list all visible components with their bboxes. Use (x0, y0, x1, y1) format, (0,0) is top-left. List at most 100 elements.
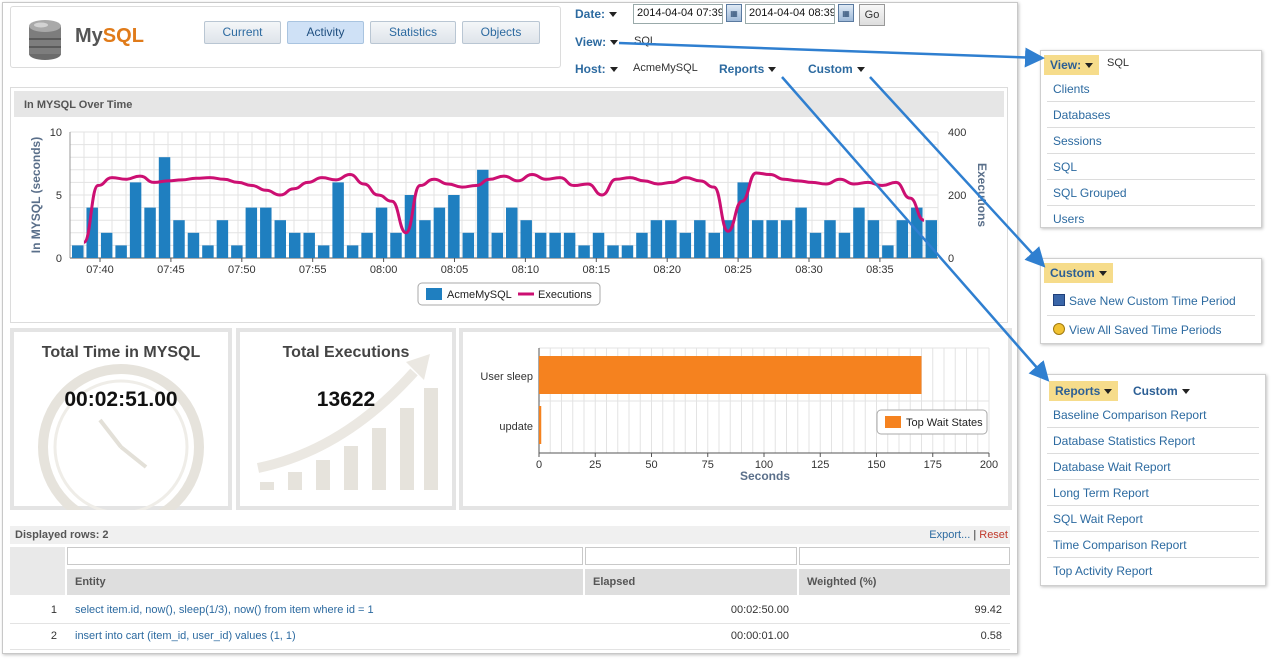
chevron-down-icon (1104, 389, 1113, 395)
menu-item-top-activity-report[interactable]: Top Activity Report (1053, 564, 1153, 578)
bar (621, 245, 634, 258)
y-tick-label: 0 (56, 253, 62, 265)
column-header-entity[interactable]: Entity (67, 569, 583, 595)
host-value: AcmeMySQL (633, 62, 698, 74)
view-menu: View: SQL Clients Databases Sessions SQL… (1040, 50, 1262, 228)
menu-item-database-statistics-report[interactable]: Database Statistics Report (1047, 428, 1259, 454)
bar (173, 220, 185, 258)
entity-link[interactable]: select item.id, now(), sleep(1/3), now()… (75, 604, 374, 616)
bar (317, 245, 330, 258)
grid-links: Export... | Reset (929, 529, 1008, 541)
total-executions-value: 13622 (316, 388, 376, 411)
entity-link[interactable]: insert into cart (item_id, user_id) valu… (75, 630, 296, 642)
menu-item-sql-wait-report[interactable]: SQL Wait Report (1047, 506, 1259, 532)
bar (72, 245, 84, 258)
calendar-icon[interactable]: ▦ (726, 4, 742, 22)
date-from-input[interactable]: 2014-04-04 07:39 (633, 4, 723, 24)
custom-dropdown[interactable]: Custom (808, 62, 865, 76)
bar (766, 220, 778, 258)
y-axis-label: In MYSQL (seconds) (29, 137, 43, 253)
chevron-down-icon (1181, 389, 1190, 395)
bar (506, 207, 518, 258)
menu-item-sql[interactable]: SQL (1047, 154, 1255, 180)
date-dropdown[interactable]: Date: (575, 7, 618, 21)
menu-item-save-custom-period[interactable]: Save New Custom Time Period (1047, 288, 1255, 316)
menu-item-time-comparison-report[interactable]: Time Comparison Report (1047, 532, 1259, 558)
elapsed-value: 00:02:50.00 (730, 604, 789, 616)
weighted-filter-input[interactable] (799, 547, 1010, 565)
bar (578, 245, 590, 258)
menu-item-users[interactable]: Users (1053, 212, 1085, 226)
x-tick-label: 200 (980, 459, 998, 471)
y-tick-label: 5 (56, 190, 62, 202)
menu-item-clients[interactable]: Clients (1047, 76, 1255, 102)
chevron-down-icon (1085, 63, 1094, 69)
legend-box (876, 409, 988, 435)
menu-item-databases[interactable]: Databases (1047, 102, 1255, 128)
elapsed-filter-input[interactable] (585, 547, 797, 565)
menu-item-database-wait-report[interactable]: Database Wait Report (1047, 454, 1259, 480)
bar (694, 220, 706, 258)
x-tick-label: 07:45 (157, 264, 185, 276)
category-label: User sleep (480, 371, 533, 383)
bar (491, 232, 503, 258)
reports-menu-tab[interactable]: Reports (1049, 381, 1119, 401)
menu-item-view-saved-periods[interactable]: View All Saved Time Periods (1047, 317, 1255, 345)
menu-item-long-term-report[interactable]: Long Term Report (1047, 480, 1259, 506)
tab-current[interactable]: Current (204, 21, 281, 44)
export-link[interactable]: Export... (929, 529, 971, 541)
calendar-icon[interactable]: ▦ (838, 4, 854, 22)
bar (129, 182, 142, 258)
row-number: 1 (50, 604, 57, 616)
date-to-input[interactable]: 2014-04-04 08:39 (745, 4, 835, 24)
bar (375, 207, 388, 258)
view-menu-tab[interactable]: View: (1044, 55, 1100, 75)
bar (896, 220, 909, 258)
legend-swatch (885, 416, 901, 428)
go-button[interactable]: Go (859, 4, 885, 26)
y2-tick-label: 400 (948, 127, 966, 139)
bar (636, 232, 648, 258)
chevron-down-icon (609, 67, 618, 73)
tab-objects[interactable]: Objects (462, 21, 540, 44)
wait-bar (539, 406, 542, 444)
bar (231, 245, 243, 258)
bar (115, 245, 127, 258)
reports-dropdown[interactable]: Reports (719, 62, 777, 76)
x-tick-label: 08:05 (441, 264, 469, 276)
bar (679, 232, 692, 258)
x-tick-label: 100 (755, 459, 773, 471)
bar (260, 207, 272, 258)
legend-box (417, 282, 601, 306)
history-icon (1053, 323, 1065, 335)
x-tick-label: 07:40 (86, 264, 114, 276)
bar (245, 207, 258, 258)
custom-menu-tab-secondary[interactable]: Custom (1133, 384, 1190, 398)
bar (158, 157, 171, 258)
elapsed-value: 00:00:01.00 (730, 630, 789, 642)
chevron-down-icon (610, 40, 619, 46)
bar (824, 220, 836, 258)
menu-item-sql-grouped[interactable]: SQL Grouped (1047, 180, 1255, 206)
legend-swatch (426, 288, 442, 300)
x-tick-label: 08:15 (583, 264, 611, 276)
view-dropdown[interactable]: View: (575, 35, 619, 49)
logo: MySQL (75, 25, 144, 47)
column-header-elapsed[interactable]: Elapsed (585, 569, 797, 595)
bar (100, 232, 113, 258)
y2-tick-label: 0 (948, 253, 954, 265)
menu-item-baseline-comparison-report[interactable]: Baseline Comparison Report (1047, 402, 1259, 428)
x-tick-label: 08:20 (653, 264, 681, 276)
entity-filter-input[interactable] (67, 547, 583, 565)
host-dropdown[interactable]: Host: (575, 62, 618, 76)
custom-menu-tab[interactable]: Custom (1044, 263, 1113, 283)
total-executions-title: Total Executions (282, 344, 410, 361)
growth-chart-icon (256, 354, 438, 490)
reset-link[interactable]: Reset (979, 529, 1008, 541)
column-header-weighted[interactable]: Weighted (%) (799, 569, 1010, 595)
menu-item-sessions[interactable]: Sessions (1047, 128, 1255, 154)
x-tick-label: 08:10 (512, 264, 540, 276)
tab-statistics[interactable]: Statistics (370, 21, 456, 44)
chevron-down-icon (856, 67, 865, 73)
tab-activity[interactable]: Activity (287, 21, 364, 44)
